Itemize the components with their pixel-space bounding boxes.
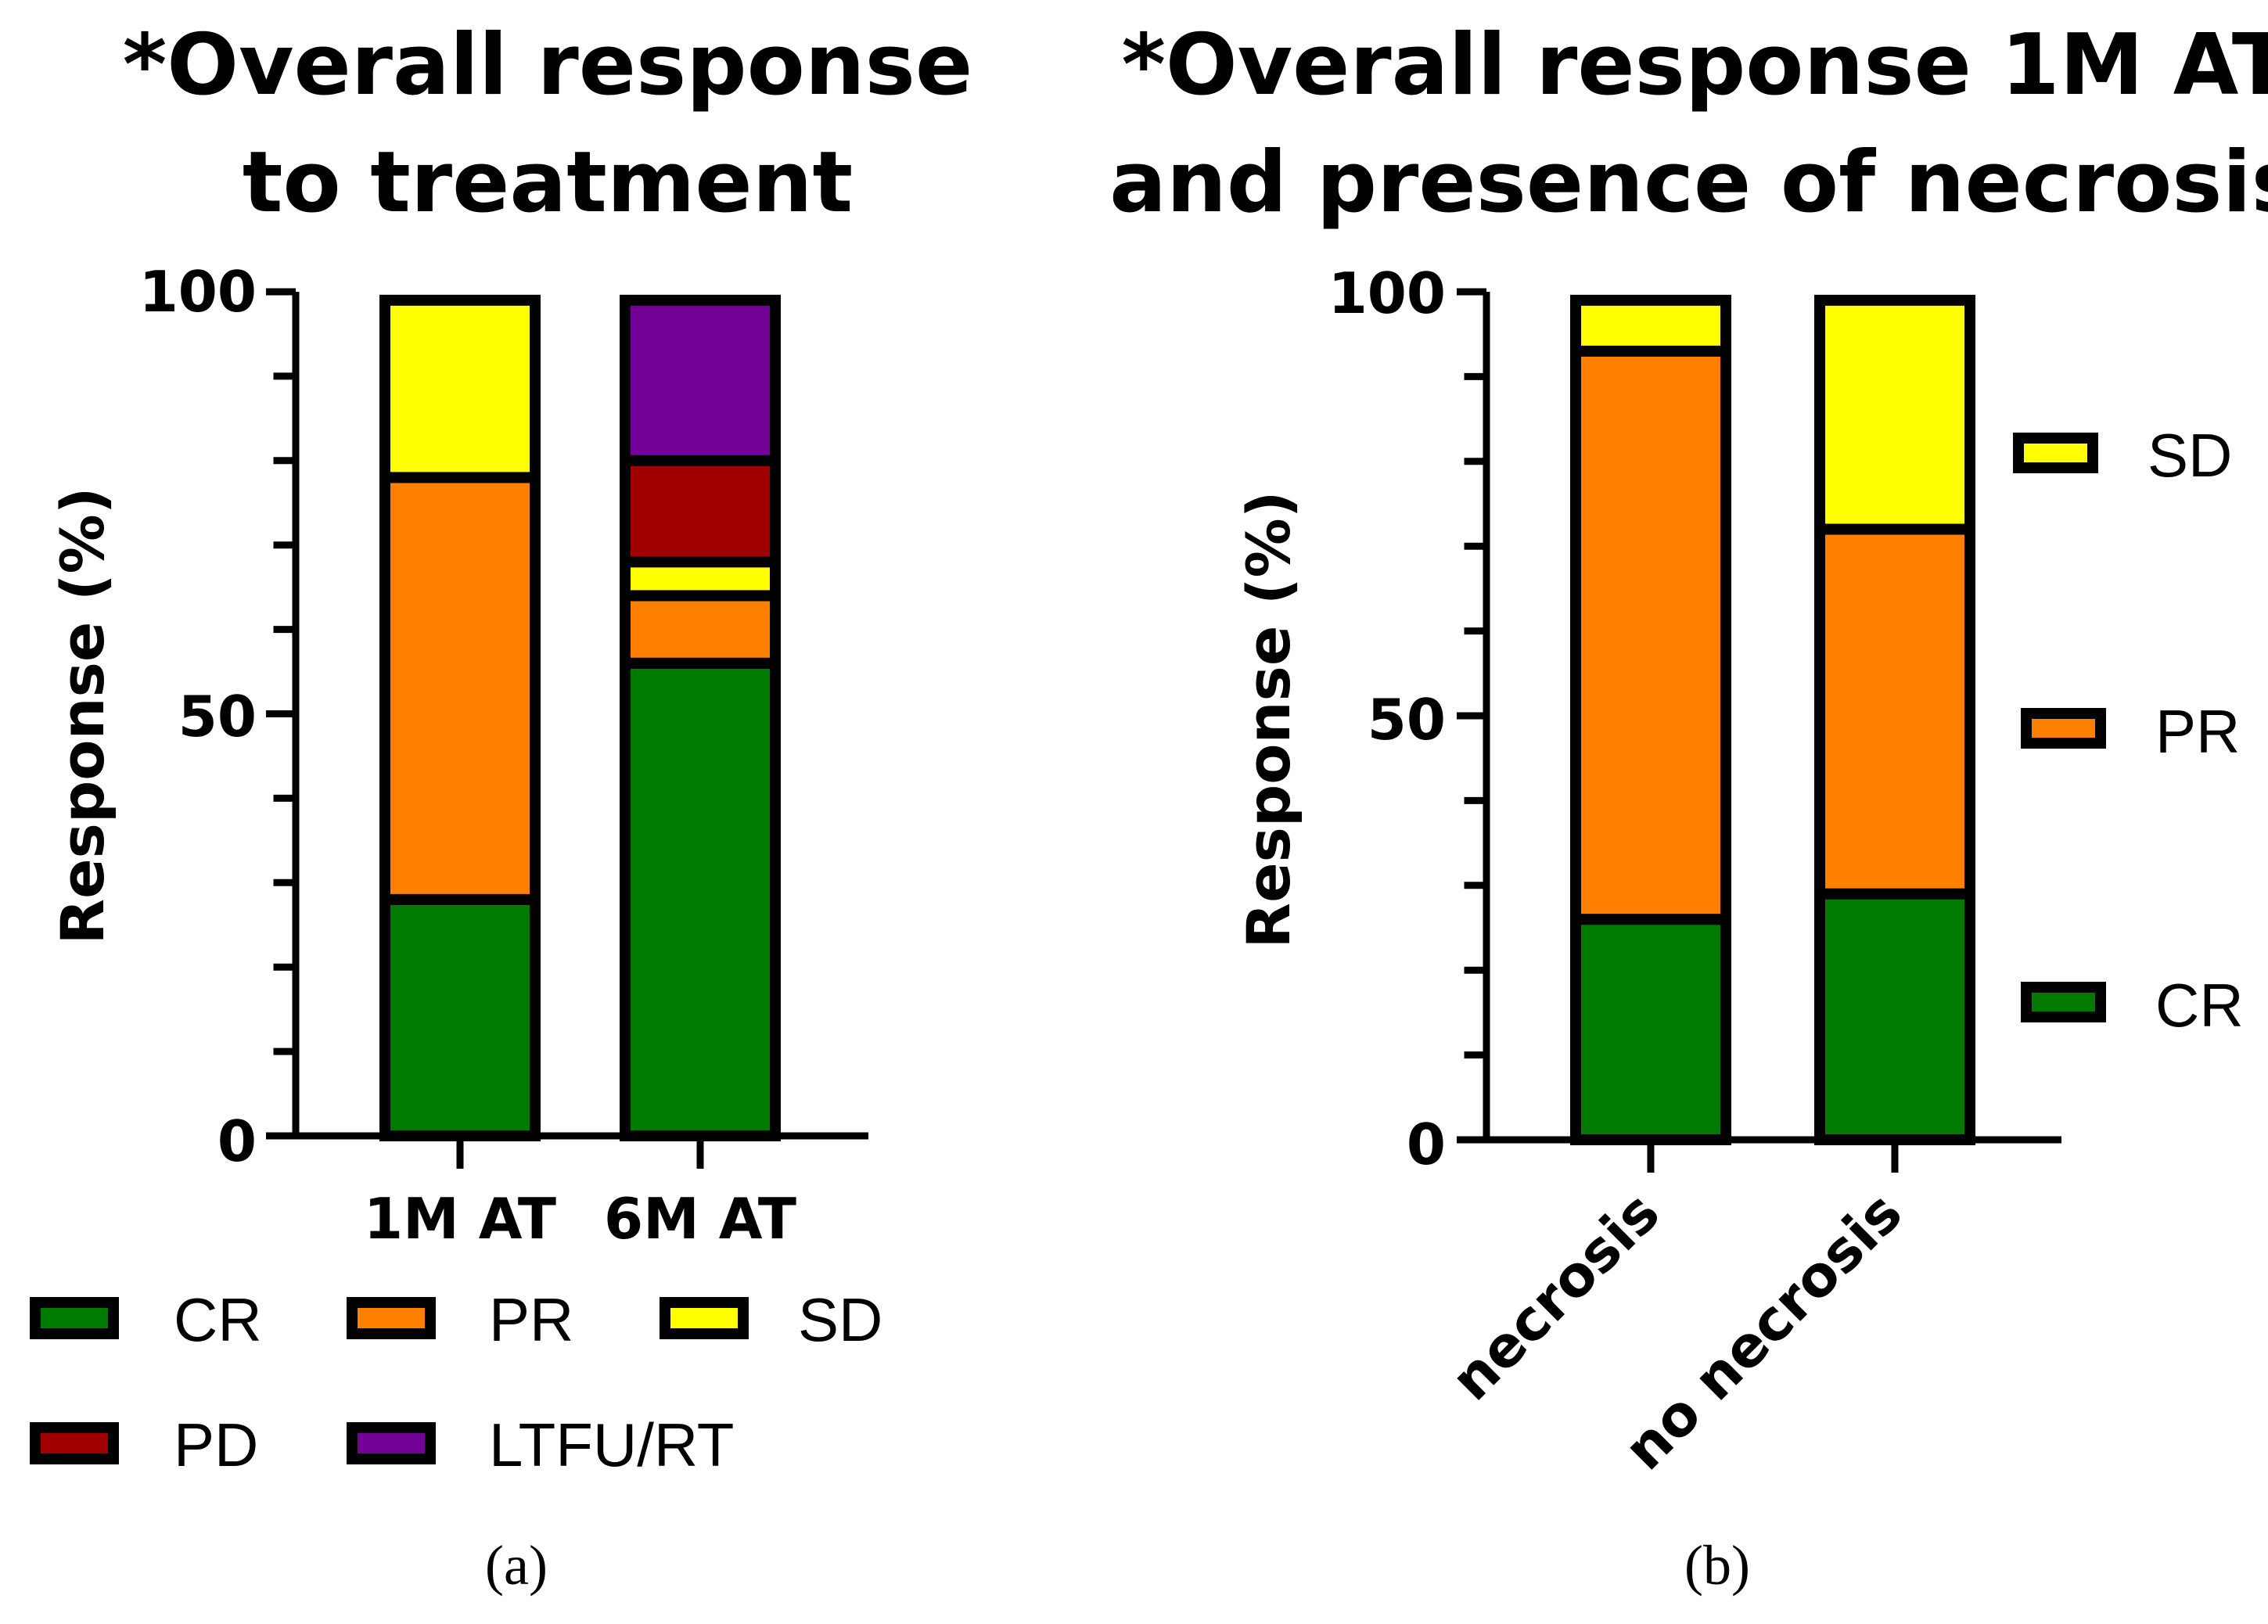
legend-a-label-cr: CR [174, 1285, 262, 1354]
chart-a-bar-6m-at-ltfu-rt [620, 294, 781, 466]
chart-b-ytick-100: 100 [1328, 260, 1446, 326]
chart-b-title-line-2: and presence of necrosis [1109, 134, 2268, 232]
legend-a-swatch-ltfu-rt [347, 1422, 436, 1464]
chart-a-category-label-1m-at: 1M AT [364, 1186, 556, 1252]
chart-a-bar-6m-at-pd [620, 455, 781, 568]
chart-b-bar-no-necrosis-sd [1814, 294, 1975, 535]
chart-a-ytick-100: 100 [139, 259, 257, 325]
chart-b-bar-necrosis-pr [1570, 345, 1731, 925]
chart-a-bar-1m-at-sd [379, 294, 541, 483]
chart-b-bar-necrosis-sd [1570, 294, 1731, 357]
panel-b: *Overall response 1M AT and presence of … [1109, 16, 2268, 1597]
chart-b-y-axis-label: Response (%) [1234, 491, 1303, 949]
legend-b-label-cr: CR [2155, 971, 2244, 1040]
chart-a-bar-6m-at-cr [620, 657, 781, 1141]
legend-b-swatch-pr [2021, 708, 2106, 749]
chart-a-ytick-0: 0 [217, 1108, 257, 1174]
chart-a-bar-1m-at-cr [379, 893, 541, 1141]
chart-a-bar-1m-at-pr [379, 472, 541, 905]
legend-a-swatch-pd [30, 1422, 119, 1464]
chart-a-bar-6m-at-pr [620, 590, 781, 669]
caption-b: (b) [1684, 1534, 1750, 1597]
chart-b-plot-area [1457, 288, 2061, 1173]
legend-a-swatch-cr [30, 1297, 119, 1339]
legend-b-swatch-cr [2021, 982, 2106, 1022]
chart-a-ytick-50: 50 [178, 684, 257, 749]
chart-a-title-line-1: *Overall response [123, 16, 972, 114]
legend-b-label-sd: SD [2148, 421, 2232, 490]
chart-b-bar-necrosis-cr [1570, 914, 1731, 1146]
legend-a-label-pd: PD [174, 1410, 258, 1479]
legend-a-label-pr: PR [489, 1285, 573, 1354]
chart-b-title-line-1: *Overall response 1M AT [1121, 16, 2268, 114]
chart-a-legend: CR PR SD PD LTFU/RT [30, 1285, 882, 1479]
legend-a-swatch-sd [660, 1297, 749, 1339]
legend-a-label-ltfu-rt: LTFU/RT [489, 1410, 734, 1479]
caption-a: (a) [485, 1534, 548, 1597]
chart-b-legend: SD PR CR [2013, 421, 2244, 1040]
chart-b-bar-no-necrosis-cr [1814, 888, 1975, 1145]
chart-a-category-label-6m-at: 6M AT [604, 1186, 796, 1252]
chart-b-ytick-0: 0 [1407, 1112, 1446, 1177]
panel-a: *Overall response to treatment Response … [30, 16, 972, 1597]
chart-a-plot-area [266, 288, 868, 1169]
chart-b-category-label-necrosis: necrosis [1439, 1180, 1672, 1413]
chart-a-y-axis-label: Response (%) [48, 487, 117, 945]
legend-b-swatch-sd [2013, 433, 2098, 473]
legend-a-swatch-pr [347, 1297, 436, 1339]
chart-b-ytick-50: 50 [1368, 687, 1446, 753]
legend-b-label-pr: PR [2155, 697, 2240, 766]
chart-b-bar-no-necrosis-pr [1814, 523, 1975, 900]
chart-a-title-line-2: to treatment [243, 134, 853, 232]
legend-a-label-sd: SD [798, 1285, 882, 1354]
